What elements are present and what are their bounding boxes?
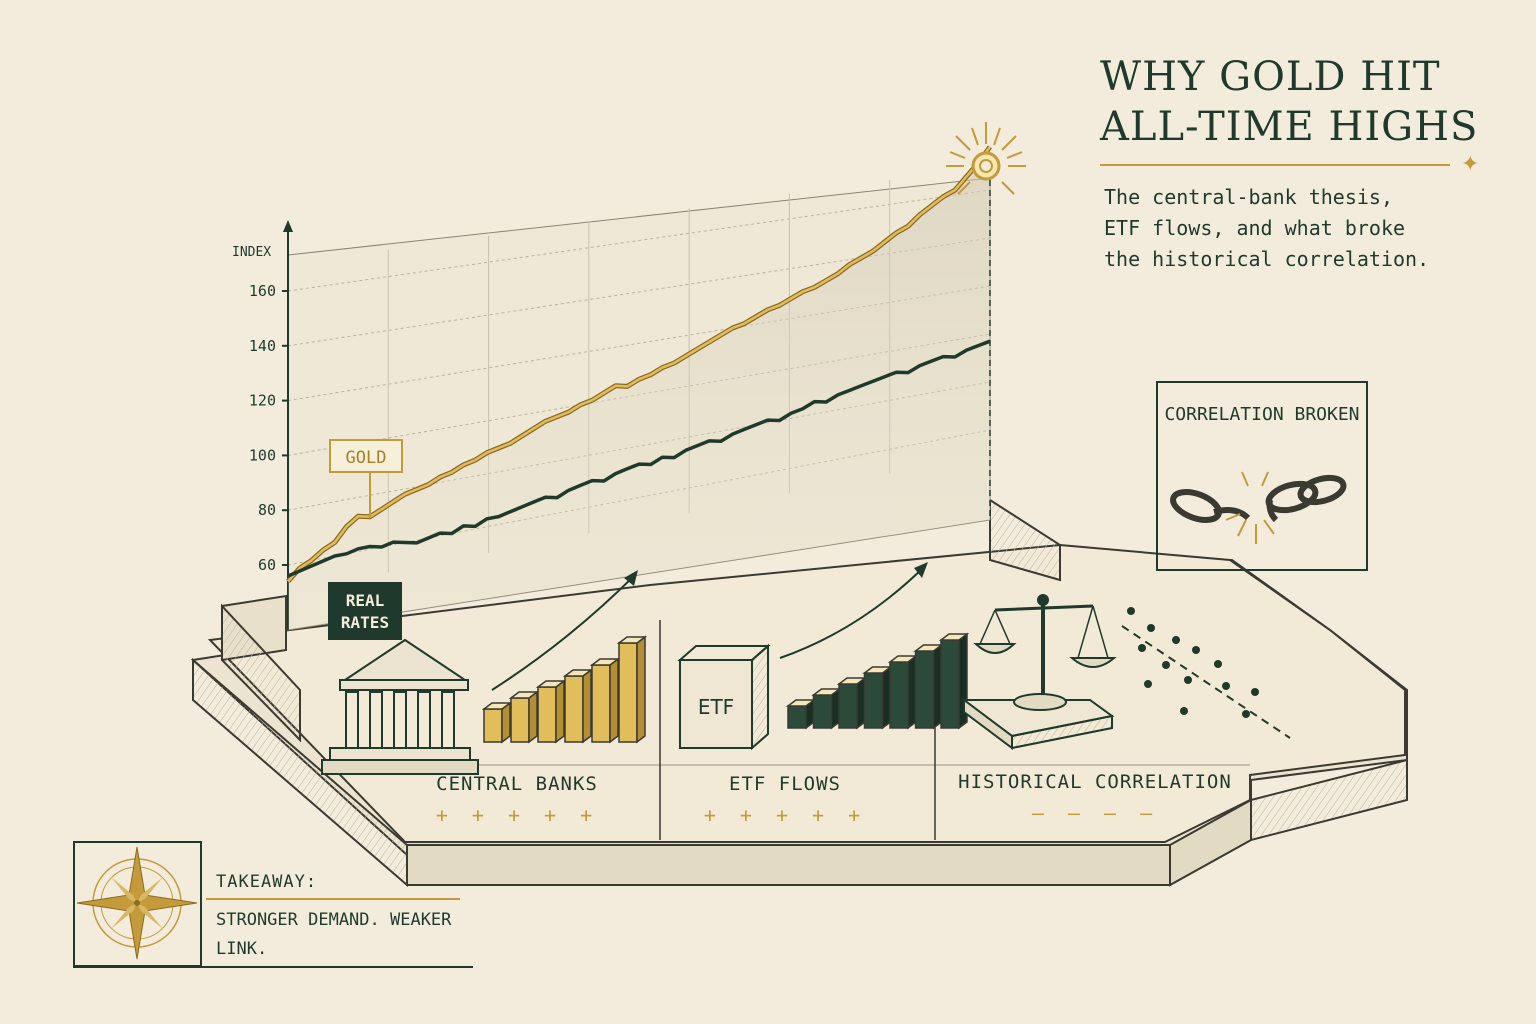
bar-top [562, 669, 594, 677]
section-label-historical-correlation: HISTORICAL CORRELATION [958, 771, 1232, 793]
section-marks-central-banks: + + + + + [435, 803, 599, 827]
arrow-head-icon [914, 562, 928, 578]
svg-text:RATES: RATES [341, 613, 389, 632]
takeaway-baseline [73, 966, 473, 968]
etf-trend-arrow [779, 565, 926, 659]
bar [914, 650, 935, 729]
grid-line [287, 189, 991, 292]
section-marks-etf-flows: + + + + + [703, 803, 867, 827]
bar-top [589, 658, 621, 666]
real-rates-series-label: REAL RATES [328, 582, 402, 640]
grid-line [287, 237, 991, 347]
compass-rose-icon [76, 846, 198, 960]
bar-side [528, 690, 538, 744]
bar [812, 694, 833, 729]
bar [591, 664, 611, 743]
correlation-broken-panel: CORRELATION BROKEN [1156, 381, 1368, 571]
bar-top [535, 680, 567, 688]
correlation-dashed-trend [1121, 625, 1291, 739]
base-platform [190, 498, 1408, 888]
y-tick-label: 100 [249, 446, 276, 464]
bar-top [938, 633, 970, 641]
takeaway-icon-frame [73, 841, 202, 967]
series-line-gold [287, 146, 992, 583]
bar-side [636, 635, 646, 744]
takeaway-text: STRONGER DEMAND. WEAKER LINK. [216, 910, 452, 959]
bar-top [508, 691, 540, 699]
title-divider [1100, 164, 1450, 166]
peak-sunburst-icon [946, 122, 1026, 195]
etf-box-icon: ETF [677, 643, 771, 751]
svg-text:ETF: ETF [698, 695, 734, 719]
central-banks-trend-arrow [491, 573, 637, 691]
bar [787, 705, 807, 729]
bar-top [481, 702, 513, 710]
bar [564, 675, 584, 743]
break-spark-icon [1225, 471, 1275, 544]
axis-arrow-icon [283, 220, 293, 232]
arrow-head-icon [624, 570, 638, 586]
y-tick-label: 60 [258, 556, 276, 574]
section-label-etf-flows: ETF FLOWS [729, 773, 841, 795]
y-tick-label: 140 [249, 337, 276, 355]
bar-top [616, 636, 648, 644]
gold-area-fill [288, 146, 990, 631]
grid-line [287, 285, 991, 402]
etf-flows-bars [785, 632, 970, 730]
bar-side [582, 668, 592, 744]
bar [510, 697, 530, 743]
bar [537, 686, 557, 743]
bank-icon [321, 638, 479, 775]
y-tick-label: 160 [249, 282, 276, 300]
section-label-central-banks: CENTRAL BANKS [436, 773, 598, 795]
bar [863, 672, 884, 729]
series-line-real-rates [287, 339, 991, 578]
bar [940, 639, 960, 729]
scatter-dots [1127, 607, 1259, 718]
sparkle-icon: ✦ [1461, 152, 1480, 177]
line-chart: INDEX 60 80 100 120 140 160 [232, 145, 993, 631]
bar [618, 642, 638, 743]
bar-side [609, 657, 619, 744]
central-banks-bars [481, 635, 648, 744]
bar [889, 661, 909, 729]
gold-series-label: GOLD [329, 439, 403, 518]
bar-side [555, 679, 565, 744]
svg-text:REAL: REAL [346, 591, 385, 610]
takeaway-heading: TAKEAWAY: [216, 872, 318, 892]
page-subtitle: The central-bank thesis, ETF flows, and … [1104, 185, 1430, 271]
y-tick-label: 80 [258, 501, 276, 519]
section-marks-historical-correlation: — — — — [1031, 801, 1159, 825]
broken-chain-icon [1170, 474, 1347, 523]
svg-text:GOLD: GOLD [346, 448, 387, 468]
bar [483, 708, 503, 743]
scale-icon [961, 594, 1117, 750]
bar [838, 683, 858, 729]
correlation-broken-label: CORRELATION BROKEN [1164, 404, 1360, 425]
y-tick-label: 120 [249, 392, 276, 410]
y-axis-label: INDEX [232, 245, 271, 260]
takeaway-divider [206, 898, 460, 900]
page-title: WHY GOLD HIT ALL-TIME HIGHS [1100, 54, 1479, 150]
